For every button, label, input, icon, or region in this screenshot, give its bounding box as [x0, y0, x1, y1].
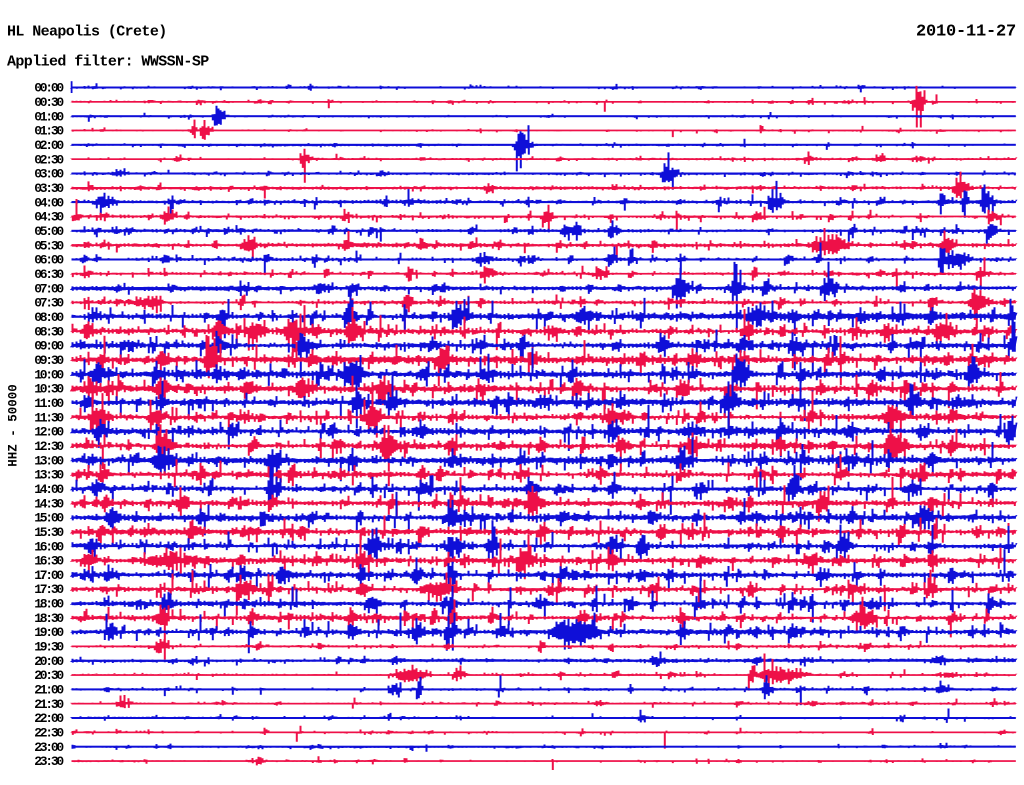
- svg-text:04:00: 04:00: [34, 195, 64, 210]
- svg-text:03:00: 03:00: [34, 167, 64, 182]
- svg-text:09:30: 09:30: [34, 353, 64, 368]
- svg-text:07:30: 07:30: [34, 296, 64, 311]
- svg-text:16:00: 16:00: [34, 539, 64, 554]
- svg-text:02:00: 02:00: [34, 138, 64, 153]
- svg-text:07:00: 07:00: [34, 281, 64, 296]
- svg-text:05:00: 05:00: [34, 224, 64, 239]
- svg-text:10:30: 10:30: [34, 382, 64, 397]
- svg-text:00:30: 00:30: [34, 95, 64, 110]
- svg-text:13:00: 13:00: [34, 453, 64, 468]
- svg-text:19:00: 19:00: [34, 625, 64, 640]
- svg-text:18:00: 18:00: [34, 597, 64, 612]
- svg-text:16:30: 16:30: [34, 554, 64, 569]
- svg-text:23:00: 23:00: [34, 740, 64, 755]
- svg-text:06:00: 06:00: [34, 253, 64, 268]
- svg-text:17:30: 17:30: [34, 582, 64, 597]
- svg-text:15:30: 15:30: [34, 525, 64, 540]
- svg-text:03:30: 03:30: [34, 181, 64, 196]
- svg-text:19:30: 19:30: [34, 640, 64, 655]
- svg-text:01:00: 01:00: [34, 109, 64, 124]
- svg-text:10:00: 10:00: [34, 367, 64, 382]
- svg-text:13:30: 13:30: [34, 468, 64, 483]
- svg-text:17:00: 17:00: [34, 568, 64, 583]
- svg-text:Applied filter: WWSSN-SP: Applied filter: WWSSN-SP: [7, 54, 209, 71]
- svg-text:21:00: 21:00: [34, 683, 64, 698]
- svg-text:02:30: 02:30: [34, 152, 64, 167]
- svg-text:14:30: 14:30: [34, 496, 64, 511]
- svg-text:09:00: 09:00: [34, 339, 64, 354]
- svg-text:08:00: 08:00: [34, 310, 64, 325]
- svg-text:20:30: 20:30: [34, 668, 64, 683]
- svg-text:05:30: 05:30: [34, 238, 64, 253]
- svg-text:11:00: 11:00: [34, 396, 64, 411]
- svg-text:23:30: 23:30: [34, 754, 64, 769]
- svg-text:HHZ - 50000: HHZ - 50000: [7, 384, 21, 467]
- svg-text:22:30: 22:30: [34, 726, 64, 741]
- svg-text:11:30: 11:30: [34, 410, 64, 425]
- svg-text:18:30: 18:30: [34, 611, 64, 626]
- svg-text:12:00: 12:00: [34, 425, 64, 440]
- svg-text:HL Neapolis (Crete): HL Neapolis (Crete): [7, 24, 167, 41]
- svg-text:12:30: 12:30: [34, 439, 64, 454]
- svg-text:01:30: 01:30: [34, 124, 64, 139]
- svg-text:04:30: 04:30: [34, 210, 64, 225]
- svg-text:08:30: 08:30: [34, 324, 64, 339]
- svg-text:2010-11-27: 2010-11-27: [916, 23, 1016, 42]
- svg-text:14:00: 14:00: [34, 482, 64, 497]
- svg-text:22:00: 22:00: [34, 711, 64, 726]
- svg-text:21:30: 21:30: [34, 697, 64, 712]
- svg-text:06:30: 06:30: [34, 267, 64, 282]
- svg-text:15:00: 15:00: [34, 511, 64, 526]
- svg-text:00:00: 00:00: [34, 81, 64, 96]
- svg-text:20:00: 20:00: [34, 654, 64, 669]
